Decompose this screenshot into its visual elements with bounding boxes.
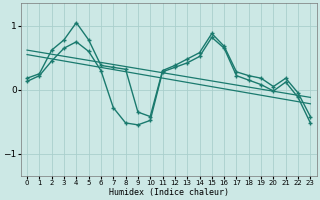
X-axis label: Humidex (Indice chaleur): Humidex (Indice chaleur) xyxy=(109,188,229,197)
